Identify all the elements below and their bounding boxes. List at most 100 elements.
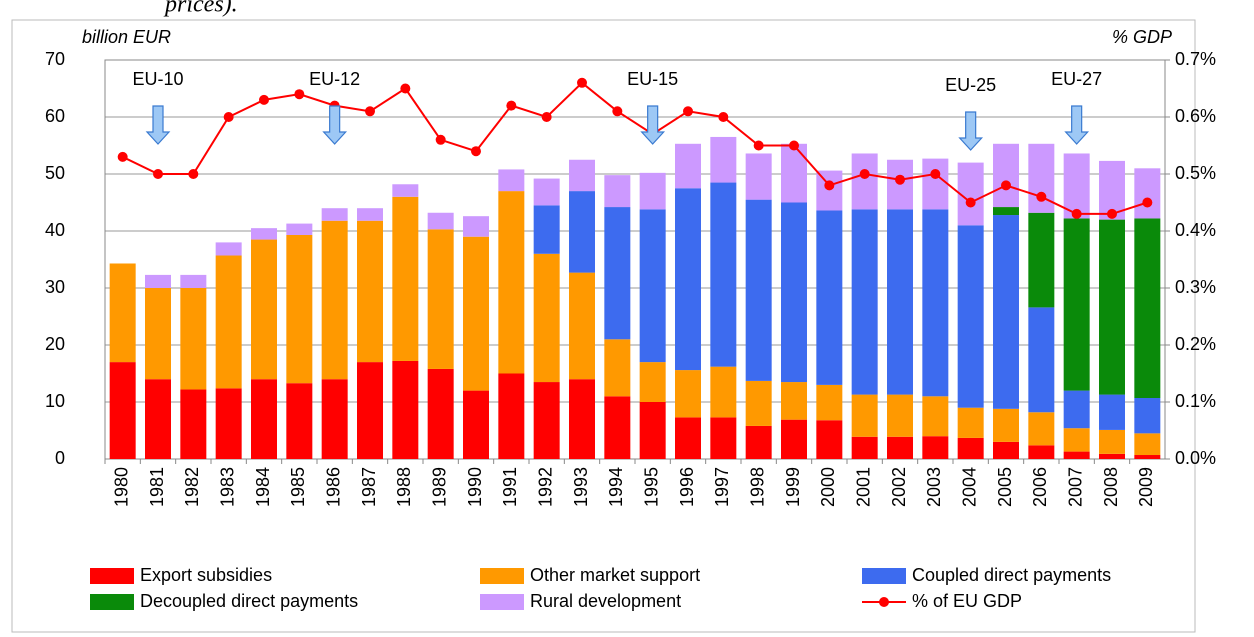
bar-segment <box>781 419 807 459</box>
line-marker <box>1107 208 1117 219</box>
legend-swatch <box>90 568 134 584</box>
bar-segment <box>710 136 737 183</box>
line-marker <box>153 169 163 179</box>
arrow <box>958 111 984 151</box>
bar-segment <box>180 389 207 459</box>
bar-segment <box>745 153 772 200</box>
bar-segment <box>498 169 525 192</box>
legend-swatch <box>90 594 134 610</box>
bar-segment <box>427 212 454 230</box>
line-marker <box>365 106 375 117</box>
annotation: EU-12 <box>309 69 360 89</box>
y2-tick-label: 0.7% <box>1175 49 1216 69</box>
bar-segment <box>463 390 489 459</box>
bar-segment <box>887 209 913 395</box>
bar-segment <box>286 383 313 459</box>
y-tick-label: 20 <box>45 334 65 354</box>
bar-segment <box>1099 219 1125 395</box>
bar-segment <box>675 417 701 459</box>
line-marker <box>471 146 481 157</box>
bar-segment <box>604 175 631 208</box>
bar-segment <box>675 143 701 189</box>
legend-swatch <box>862 568 906 584</box>
bar-segment <box>1028 307 1055 413</box>
x-tick-label: 2002 <box>889 467 909 507</box>
line-marker <box>930 169 941 179</box>
line-marker <box>117 151 128 162</box>
bar-segment <box>1028 212 1055 308</box>
bar-segment <box>1028 412 1055 446</box>
line-marker <box>789 140 799 151</box>
bar-segment <box>816 170 843 211</box>
bar-segment <box>321 208 348 221</box>
bar-segment <box>357 208 383 221</box>
annotation: EU-15 <box>627 69 678 89</box>
bar-segment <box>180 288 207 390</box>
y2-tick-label: 0.6% <box>1175 106 1216 126</box>
x-tick-label: 1982 <box>182 467 202 507</box>
bar-segment <box>1099 429 1125 454</box>
bar-segment <box>392 196 419 361</box>
bar-segment <box>639 172 666 210</box>
bar-segment <box>357 362 383 459</box>
bar-segment <box>215 255 242 389</box>
bar-segment <box>1134 455 1161 459</box>
line-marker <box>683 106 693 117</box>
bar-segment <box>1099 394 1125 430</box>
bar-segment <box>357 220 383 363</box>
line-marker <box>1142 197 1153 208</box>
x-tick-label: 1993 <box>571 467 591 507</box>
line-marker <box>753 140 764 151</box>
bar-segment <box>427 368 454 459</box>
line-marker <box>612 106 623 117</box>
line-marker <box>577 77 587 88</box>
x-tick-label: 1998 <box>747 467 767 507</box>
x-tick-label: 1980 <box>111 467 131 507</box>
bar-segment <box>392 360 419 459</box>
bar-segment <box>993 215 1019 409</box>
line-marker <box>1001 180 1011 191</box>
line-marker <box>718 112 729 122</box>
x-tick-label: 1999 <box>783 467 803 507</box>
bar-segment <box>816 420 843 459</box>
x-tick-label: 2000 <box>818 467 838 507</box>
bar-segment <box>639 362 666 402</box>
bar-segment <box>569 379 595 459</box>
bar-segment <box>180 274 207 288</box>
x-tick-label: 1981 <box>147 467 167 507</box>
y-tick-label: 60 <box>45 106 65 126</box>
y2-tick-label: 0.3% <box>1175 277 1216 297</box>
line-marker <box>188 169 199 179</box>
bar-segment <box>286 234 313 384</box>
bar-segment <box>1134 218 1161 399</box>
line-marker <box>541 112 552 122</box>
bar-segment <box>1063 451 1090 459</box>
bar-segment <box>109 362 136 459</box>
x-tick-label: 1991 <box>500 467 520 507</box>
bar-segment <box>851 209 878 395</box>
line-marker <box>895 174 905 185</box>
line-marker <box>1036 191 1047 202</box>
x-tick-label: 1988 <box>394 467 414 507</box>
x-tick-label: 1983 <box>217 467 237 507</box>
x-tick-label: 1984 <box>253 467 273 507</box>
bar-segment <box>533 178 560 206</box>
bar-segment <box>639 209 666 363</box>
bar-segment <box>1134 398 1161 434</box>
arrow <box>640 105 666 145</box>
arrow <box>322 105 348 145</box>
bar-segment <box>1028 143 1055 213</box>
bar-segment <box>463 236 489 391</box>
bar-segment <box>1028 445 1055 459</box>
bar-segment <box>569 191 595 273</box>
y-tick-label: 0 <box>55 448 65 468</box>
line-series <box>122 81 1148 215</box>
y-tick-label: 10 <box>45 391 65 411</box>
bar-segment <box>816 210 843 385</box>
bar-segment <box>851 153 878 210</box>
x-tick-label: 1985 <box>288 467 308 507</box>
legend-swatch <box>480 568 524 584</box>
legend-label: Decoupled direct payments <box>140 591 358 611</box>
bar-segment <box>604 396 631 459</box>
